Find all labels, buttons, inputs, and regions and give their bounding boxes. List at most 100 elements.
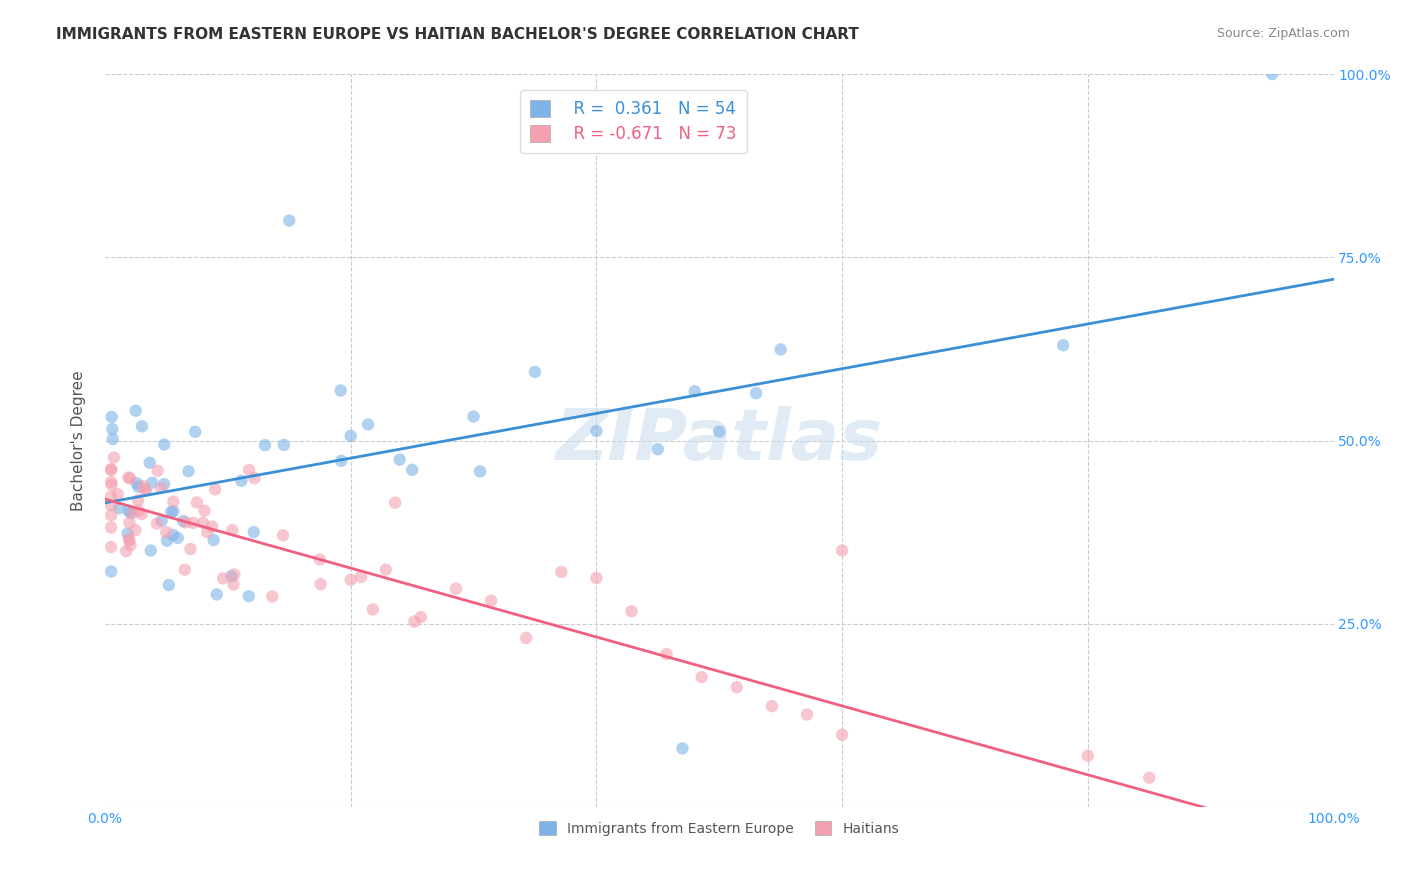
Point [122, 506, 145, 520]
Point [329, 384, 352, 398]
Point [118, 516, 141, 530]
Point [278, 213, 301, 227]
Point [173, 563, 195, 577]
Point [401, 463, 423, 477]
Point [100, 463, 122, 477]
Point [103, 450, 125, 465]
Point [384, 496, 406, 510]
Point [177, 464, 200, 478]
Point [108, 501, 131, 516]
Point [146, 464, 169, 478]
Point [124, 523, 146, 537]
Point [150, 514, 173, 528]
Point [100, 478, 122, 492]
Point [172, 514, 194, 528]
Point [523, 365, 546, 379]
Point [100, 475, 122, 489]
Point [350, 570, 373, 584]
Point [166, 531, 188, 545]
Point [155, 525, 177, 540]
Point [202, 533, 225, 547]
Point [725, 680, 748, 694]
Point [769, 343, 792, 357]
Point [156, 533, 179, 548]
Point [221, 569, 243, 583]
Point [212, 571, 235, 585]
Point [162, 494, 184, 508]
Point [238, 463, 260, 477]
Point [128, 504, 150, 518]
Point [135, 483, 157, 497]
Point [100, 508, 122, 523]
Point [388, 452, 411, 467]
Point [242, 525, 264, 540]
Point [761, 699, 783, 714]
Point [115, 544, 138, 558]
Point [271, 528, 294, 542]
Point [100, 409, 122, 424]
Point [273, 438, 295, 452]
Point [831, 728, 853, 742]
Point [463, 409, 485, 424]
Point [179, 542, 201, 557]
Point [162, 504, 184, 518]
Point [444, 582, 467, 596]
Point [620, 604, 643, 618]
Legend: Immigrants from Eastern Europe, Haitians: Immigrants from Eastern Europe, Haitians [531, 813, 907, 844]
Point [330, 454, 353, 468]
Point [100, 499, 122, 513]
Point [162, 528, 184, 542]
Text: IMMIGRANTS FROM EASTERN EUROPE VS HAITIAN BACHELOR'S DEGREE CORRELATION CHART: IMMIGRANTS FROM EASTERN EUROPE VS HAITIA… [56, 27, 859, 42]
Point [186, 495, 208, 509]
Point [100, 565, 122, 579]
Point [117, 470, 139, 484]
Point [683, 384, 706, 399]
Point [224, 567, 246, 582]
Point [146, 516, 169, 531]
Point [107, 487, 129, 501]
Point [550, 565, 572, 579]
Point [118, 533, 141, 548]
Point [238, 589, 260, 603]
Point [100, 462, 122, 476]
Point [222, 577, 245, 591]
Point [745, 386, 768, 401]
Point [157, 578, 180, 592]
Point [194, 503, 217, 517]
Point [100, 520, 122, 534]
Point [404, 615, 426, 629]
Point [479, 593, 502, 607]
Point [118, 533, 141, 547]
Point [139, 543, 162, 558]
Point [253, 438, 276, 452]
Point [357, 417, 380, 432]
Point [361, 602, 384, 616]
Point [141, 475, 163, 490]
Point [120, 471, 142, 485]
Text: ZIPatlas: ZIPatlas [555, 406, 883, 475]
Point [1052, 338, 1074, 352]
Point [339, 573, 361, 587]
Point [127, 480, 149, 494]
Point [101, 432, 124, 446]
Point [262, 590, 284, 604]
Point [1261, 67, 1284, 81]
Point [309, 577, 332, 591]
Point [134, 483, 156, 497]
Point [709, 425, 731, 439]
Point [796, 707, 818, 722]
Point [585, 424, 607, 438]
Point [204, 483, 226, 497]
Point [1137, 771, 1160, 785]
Point [184, 425, 207, 439]
Point [201, 519, 224, 533]
Point [101, 422, 124, 436]
Point [117, 526, 139, 541]
Point [655, 647, 678, 661]
Point [339, 429, 361, 443]
Point [585, 571, 607, 585]
Point [1077, 748, 1099, 763]
Point [132, 479, 155, 493]
Point [150, 481, 173, 495]
Point [308, 552, 330, 566]
